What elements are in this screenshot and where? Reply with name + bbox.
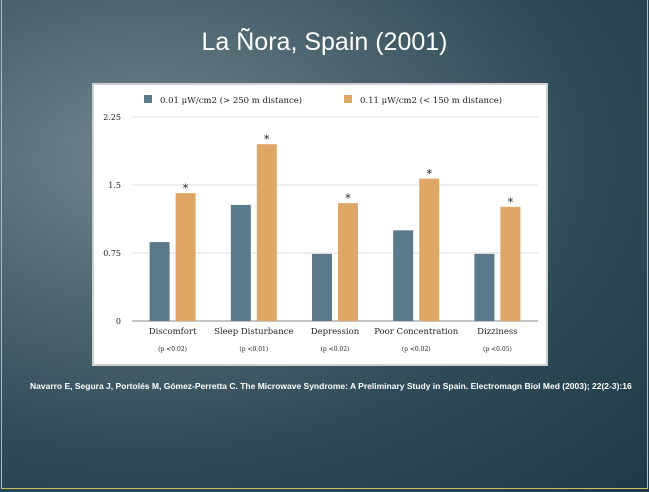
y-tick-label: 2.25 bbox=[103, 113, 121, 122]
p-value-label: (p <0.01) bbox=[239, 346, 268, 353]
bar bbox=[312, 253, 332, 321]
chart-grid bbox=[132, 116, 538, 322]
bar bbox=[419, 178, 440, 321]
citation-part: M, bbox=[149, 381, 164, 391]
significance-marker: * bbox=[345, 192, 351, 205]
category-label: Poor Concentration bbox=[374, 327, 459, 337]
bar bbox=[149, 242, 170, 321]
slide-title: La Ñora, Spain (2001) bbox=[201, 28, 448, 56]
bar bbox=[230, 204, 251, 321]
y-tick-label: 0.75 bbox=[103, 249, 121, 258]
legend-swatch bbox=[344, 95, 352, 103]
citation-part: Navarro E, Segura J, bbox=[30, 381, 116, 391]
p-value-label: (p <0.05) bbox=[483, 346, 512, 353]
p-value-label: (p <0.02) bbox=[321, 346, 350, 353]
legend-swatch bbox=[144, 95, 152, 103]
citation-part: Electromagn bbox=[470, 381, 523, 391]
citation-part: Biol bbox=[524, 381, 541, 391]
p-value-label: (p <0.02) bbox=[402, 346, 431, 353]
category-label: Sleep Disturbance bbox=[214, 327, 293, 337]
significance-marker: * bbox=[264, 133, 270, 146]
chart-container: 0 0.75 1.5 2.25 * Discomfort (p <0.02) * Sleep D… bbox=[92, 83, 548, 366]
bar bbox=[500, 206, 521, 321]
bar bbox=[474, 253, 495, 321]
bar bbox=[393, 230, 414, 321]
citation-part: Med (2003); 22(2-3):16 bbox=[540, 381, 632, 391]
chart-labels: 0 0.75 1.5 2.25 * Discomfort (p <0.02) * Sleep D… bbox=[103, 113, 517, 353]
bar bbox=[338, 203, 358, 321]
chart-bars bbox=[149, 144, 521, 321]
category-label: Depression bbox=[311, 327, 360, 337]
y-tick-label: 0 bbox=[116, 317, 121, 326]
citation-part: Portolés bbox=[115, 381, 150, 391]
bar-chart: 0 0.75 1.5 2.25 * Discomfort (p <0.02) * Sleep D… bbox=[103, 95, 538, 353]
significance-marker: * bbox=[426, 168, 432, 181]
significance-marker: * bbox=[508, 196, 514, 209]
bar bbox=[256, 144, 277, 321]
y-tick-label: 1.5 bbox=[108, 181, 121, 190]
significance-marker: * bbox=[183, 182, 189, 195]
citation-part: Gómez-Perretta bbox=[163, 381, 228, 391]
citation: Navarro E, Segura J, Portolés M, Gómez-P… bbox=[30, 381, 649, 391]
category-label: Dizziness bbox=[477, 327, 517, 337]
legend-label: 0.01 μW/cm2 (> 250 m distance) bbox=[160, 95, 302, 106]
category-label: Discomfort bbox=[149, 327, 197, 337]
legend-label: 0.11 μW/cm2 (< 150 m distance) bbox=[360, 95, 502, 106]
p-value-label: (p <0.02) bbox=[158, 346, 187, 353]
bar bbox=[175, 193, 196, 321]
citation-part: C. The Microwave Syndrome: A Preliminary… bbox=[227, 381, 471, 391]
chart-legend: 0.01 μW/cm2 (> 250 m distance) 0.11 μW/cm… bbox=[144, 95, 502, 106]
